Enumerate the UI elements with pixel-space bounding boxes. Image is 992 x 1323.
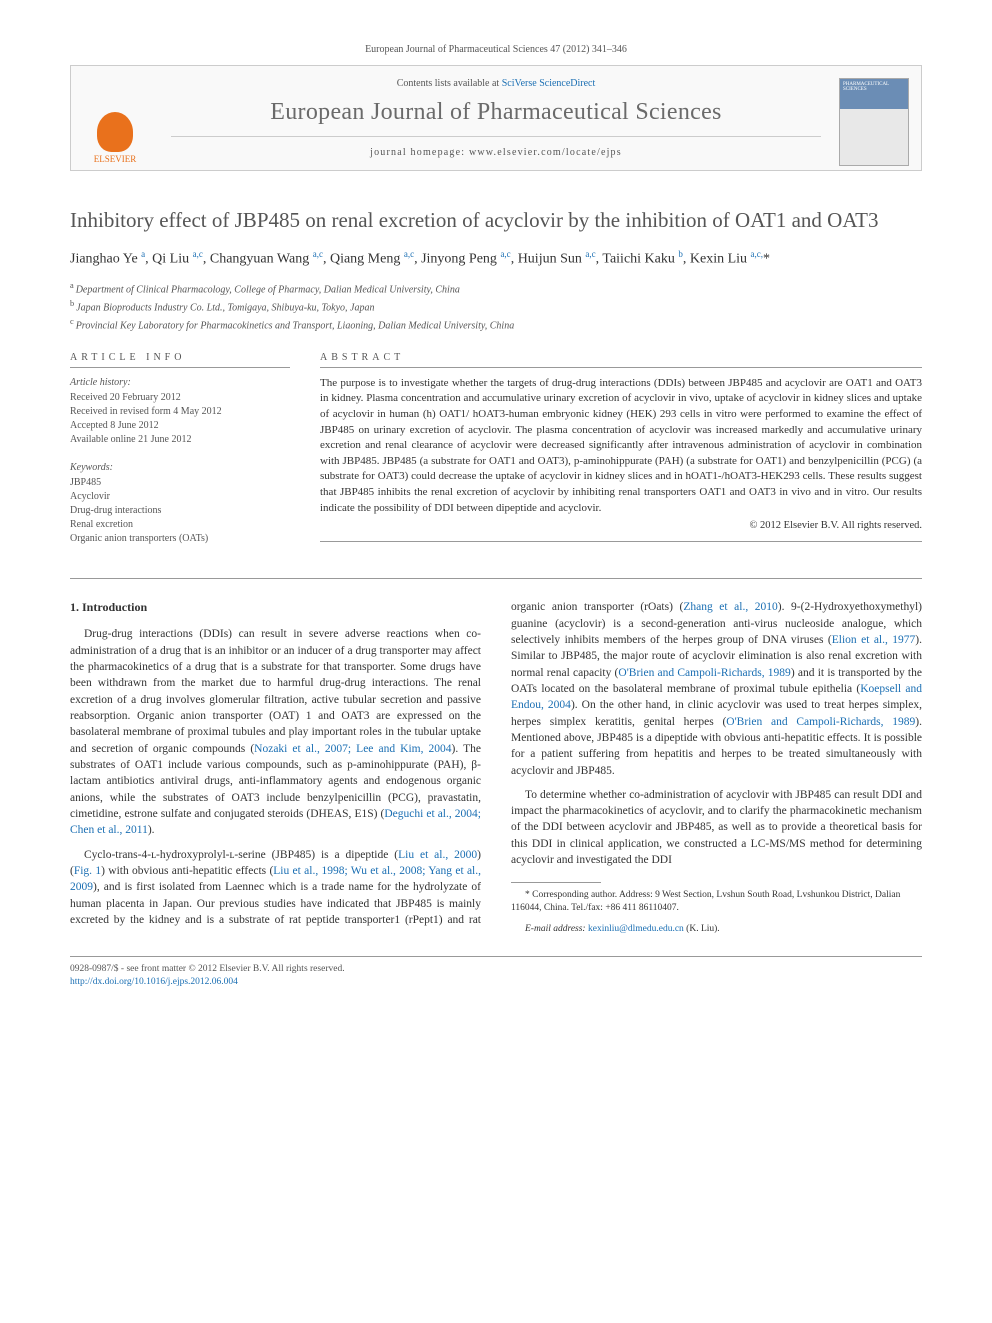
affiliation-line: bJapan Bioproducts Industry Co. Ltd., To… (70, 298, 922, 316)
affiliation-line: aDepartment of Clinical Pharmacology, Co… (70, 280, 922, 298)
journal-homepage-line: journal homepage: www.elsevier.com/locat… (171, 147, 821, 158)
corresponding-author-footnote: * Corresponding author. Address: 9 West … (511, 889, 922, 915)
rule (320, 367, 922, 368)
article-info-column: ARTICLE INFO Article history: Received 2… (70, 352, 290, 550)
contents-available-line: Contents lists available at SciVerse Sci… (171, 78, 821, 89)
email-link[interactable]: kexinliu@dlmedu.edu.cn (588, 924, 684, 934)
keyword: Renal excretion (70, 518, 290, 532)
page-root: European Journal of Pharmaceutical Scien… (0, 0, 992, 1029)
journal-cover-thumbnail: PHARMACEUTICAL SCIENCES (839, 78, 909, 166)
affiliations: aDepartment of Clinical Pharmacology, Co… (70, 280, 922, 333)
footnote-separator (511, 882, 601, 883)
article-info-label: ARTICLE INFO (70, 352, 290, 363)
history-line: Accepted 8 June 2012 (70, 419, 290, 433)
history-line: Available online 21 June 2012 (70, 433, 290, 447)
article-history: Article history: Received 20 February 20… (70, 376, 290, 546)
author-list: Jianghao Ye a, Qi Liu a,c, Changyuan Wan… (70, 248, 922, 270)
elsevier-logo: ELSEVIER (83, 100, 147, 164)
citation-link[interactable]: Liu et al., 2000 (398, 849, 477, 861)
affiliation-line: cProvincial Key Laboratory for Pharmacok… (70, 316, 922, 334)
elsevier-tree-icon (97, 112, 133, 152)
body-top-rule (70, 578, 922, 579)
email-footnote: E-mail address: kexinliu@dlmedu.edu.cn (… (511, 923, 922, 936)
citation-link[interactable]: Zhang et al., 2010 (683, 601, 777, 613)
keywords-label: Keywords: (70, 461, 290, 475)
history-line: Received 20 February 2012 (70, 391, 290, 405)
journal-header: ELSEVIER PHARMACEUTICAL SCIENCES Content… (70, 65, 922, 171)
history-label: Article history: (70, 376, 290, 390)
figure-link[interactable]: Fig. 1 (74, 865, 101, 877)
citation-link[interactable]: Elion et al., 1977 (832, 634, 916, 646)
keyword: Drug-drug interactions (70, 504, 290, 518)
info-abstract-row: ARTICLE INFO Article history: Received 2… (70, 352, 922, 550)
abstract-column: ABSTRACT The purpose is to investigate w… (320, 352, 922, 550)
page-footer: 0928-0987/$ - see front matter © 2012 El… (70, 956, 922, 989)
header-center: Contents lists available at SciVerse Sci… (171, 78, 821, 158)
front-matter-line: 0928-0987/$ - see front matter © 2012 El… (70, 963, 922, 976)
keyword: JBP485 (70, 476, 290, 490)
keyword: Organic anion transporters (OATs) (70, 532, 290, 546)
history-line: Received in revised form 4 May 2012 (70, 405, 290, 419)
rule (70, 367, 290, 368)
keyword: Acyclovir (70, 490, 290, 504)
elsevier-logo-text: ELSEVIER (94, 154, 137, 164)
body-paragraph: To determine whether co-administration o… (511, 787, 922, 869)
rule (320, 541, 922, 542)
abstract-text: The purpose is to investigate whether th… (320, 376, 922, 516)
article-title: Inhibitory effect of JBP485 on renal exc… (70, 207, 922, 234)
body-paragraph: Drug-drug interactions (DDIs) can result… (70, 626, 481, 838)
body-two-column: 1. Introduction Drug-drug interactions (… (70, 599, 922, 936)
section-heading-introduction: 1. Introduction (70, 599, 481, 616)
citation-link[interactable]: O'Brien and Campoli-Richards, 1989 (618, 667, 790, 679)
journal-homepage-link[interactable]: www.elsevier.com/locate/ejps (469, 147, 622, 158)
abstract-label: ABSTRACT (320, 352, 922, 363)
sciencedirect-link[interactable]: SciVerse ScienceDirect (502, 78, 596, 89)
citation-line: European Journal of Pharmaceutical Scien… (70, 44, 922, 55)
abstract-copyright: © 2012 Elsevier B.V. All rights reserved… (320, 520, 922, 531)
citation-link[interactable]: Nozaki et al., 2007; Lee and Kim, 2004 (254, 743, 451, 755)
journal-name: European Journal of Pharmaceutical Scien… (171, 99, 821, 137)
doi-link[interactable]: http://dx.doi.org/10.1016/j.ejps.2012.06… (70, 977, 238, 987)
citation-link[interactable]: O'Brien and Campoli-Richards, 1989 (726, 716, 915, 728)
